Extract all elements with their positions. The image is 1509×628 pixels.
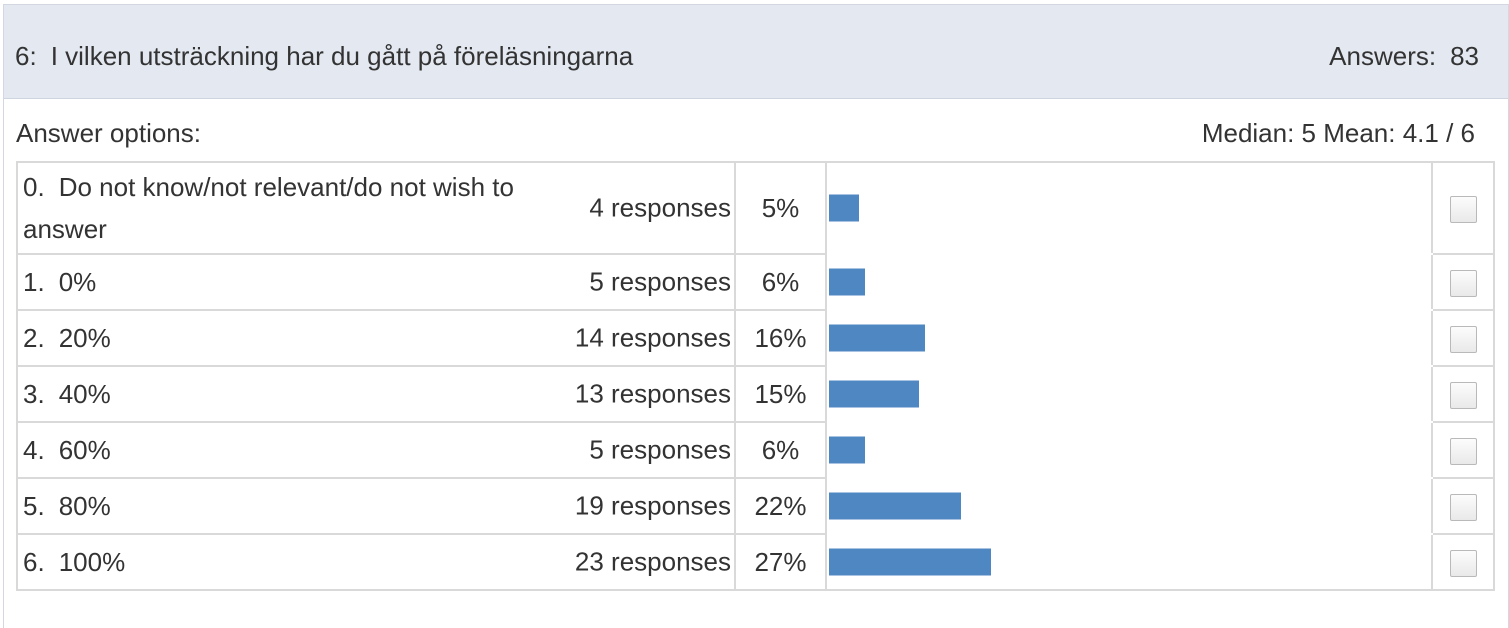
option-cell: 2. 20% 14 responses — [16, 309, 736, 367]
option-number: 4. — [23, 435, 45, 465]
option-text: 60% — [58, 435, 111, 465]
select-checkbox[interactable] — [1449, 494, 1477, 522]
bar-cell — [825, 477, 1433, 535]
percent-bar — [829, 194, 859, 222]
response-count: 5 responses — [589, 266, 731, 297]
percent-cell: 15% — [734, 365, 827, 423]
checkbox-cell[interactable] — [1431, 477, 1495, 535]
bar-cell — [825, 421, 1433, 479]
answer-options-label: Answer options: — [16, 118, 201, 148]
option-cell: 6. 100% 23 responses — [16, 533, 736, 591]
option-label: 6. 100% — [23, 541, 543, 583]
percent-cell: 22% — [734, 477, 827, 535]
checkbox-cell[interactable] — [1431, 365, 1495, 423]
select-checkbox[interactable] — [1449, 382, 1477, 410]
checkbox-cell[interactable] — [1431, 253, 1495, 311]
answer-row: 0. Do not know/not relevant/do not wish t… — [16, 161, 1495, 255]
option-label: 0. Do not know/not relevant/do not wish t… — [23, 166, 543, 250]
option-label: 1. 0% — [23, 261, 543, 303]
option-number: 5. — [23, 491, 45, 521]
option-text: 80% — [58, 491, 111, 521]
option-label: 4. 60% — [23, 429, 543, 471]
question-header: 6: I vilken utsträckning har du gått på f… — [4, 5, 1508, 99]
select-checkbox[interactable] — [1449, 438, 1477, 466]
bar-cell — [825, 161, 1433, 255]
answers-label: Answers: — [1329, 41, 1437, 71]
option-text: 100% — [58, 547, 126, 577]
median-mean-stats: Median: 5 Mean: 4.1 / 6 — [1201, 118, 1475, 148]
option-label: 3. 40% — [23, 373, 543, 415]
option-text: 40% — [58, 379, 111, 409]
option-text: Do not know/not relevant/do not wish to … — [23, 172, 514, 244]
option-text: 20% — [58, 323, 111, 353]
answer-row: 6. 100% 23 responses 27% — [16, 533, 1495, 591]
checkbox-cell[interactable] — [1431, 421, 1495, 479]
answers-count: 83 — [1450, 41, 1479, 71]
response-count: 4 responses — [589, 192, 731, 223]
response-count: 23 responses — [574, 546, 731, 577]
percent-cell: 6% — [734, 253, 827, 311]
option-number: 6. — [23, 547, 45, 577]
option-cell: 5. 80% 19 responses — [16, 477, 736, 535]
percent-cell: 27% — [734, 533, 827, 591]
question-title: 6: I vilken utsträckning har du gått på f… — [15, 41, 633, 71]
option-number: 1. — [23, 267, 45, 297]
option-cell: 3. 40% 13 responses — [16, 365, 736, 423]
answer-row: 4. 60% 5 responses 6% — [16, 421, 1495, 479]
bar-cell — [825, 365, 1433, 423]
answer-row: 2. 20% 14 responses 16% — [16, 309, 1495, 367]
response-count: 14 responses — [574, 322, 731, 353]
bar-cell — [825, 533, 1433, 591]
question-text: I vilken utsträckning har du gått på för… — [50, 41, 634, 71]
answer-options-table: 0. Do not know/not relevant/do not wish t… — [16, 161, 1495, 591]
select-checkbox[interactable] — [1449, 270, 1477, 298]
option-cell: 1. 0% 5 responses — [16, 253, 736, 311]
option-text: 0% — [58, 267, 97, 297]
checkbox-cell[interactable] — [1431, 161, 1495, 255]
percent-bar — [829, 492, 961, 520]
percent-cell: 16% — [734, 309, 827, 367]
select-checkbox[interactable] — [1449, 196, 1477, 224]
question-number: 6: — [15, 41, 37, 71]
percent-bar — [829, 548, 991, 576]
percent-bar — [829, 268, 865, 296]
response-count: 19 responses — [574, 490, 731, 521]
option-number: 2. — [23, 323, 45, 353]
answer-row: 3. 40% 13 responses 15% — [16, 365, 1495, 423]
option-label: 2. 20% — [23, 317, 543, 359]
option-number: 3. — [23, 379, 45, 409]
answer-row: 1. 0% 5 responses 6% — [16, 253, 1495, 311]
answer-row: 5. 80% 19 responses 22% — [16, 477, 1495, 535]
response-count: 5 responses — [589, 434, 731, 465]
percent-cell: 6% — [734, 421, 827, 479]
percent-cell: 5% — [734, 161, 827, 255]
option-label: 5. 80% — [23, 485, 543, 527]
percent-bar — [829, 436, 865, 464]
option-cell: 0. Do not know/not relevant/do not wish t… — [16, 161, 736, 255]
percent-bar — [829, 380, 919, 408]
option-number: 0. — [23, 172, 45, 202]
bar-cell — [825, 253, 1433, 311]
select-checkbox[interactable] — [1449, 550, 1477, 578]
bar-cell — [825, 309, 1433, 367]
response-count: 13 responses — [574, 378, 731, 409]
percent-bar — [829, 324, 925, 352]
option-cell: 4. 60% 5 responses — [16, 421, 736, 479]
checkbox-cell[interactable] — [1431, 309, 1495, 367]
checkbox-cell[interactable] — [1431, 533, 1495, 591]
answers-total: Answers: 83 — [1329, 41, 1479, 71]
select-checkbox[interactable] — [1449, 326, 1477, 354]
